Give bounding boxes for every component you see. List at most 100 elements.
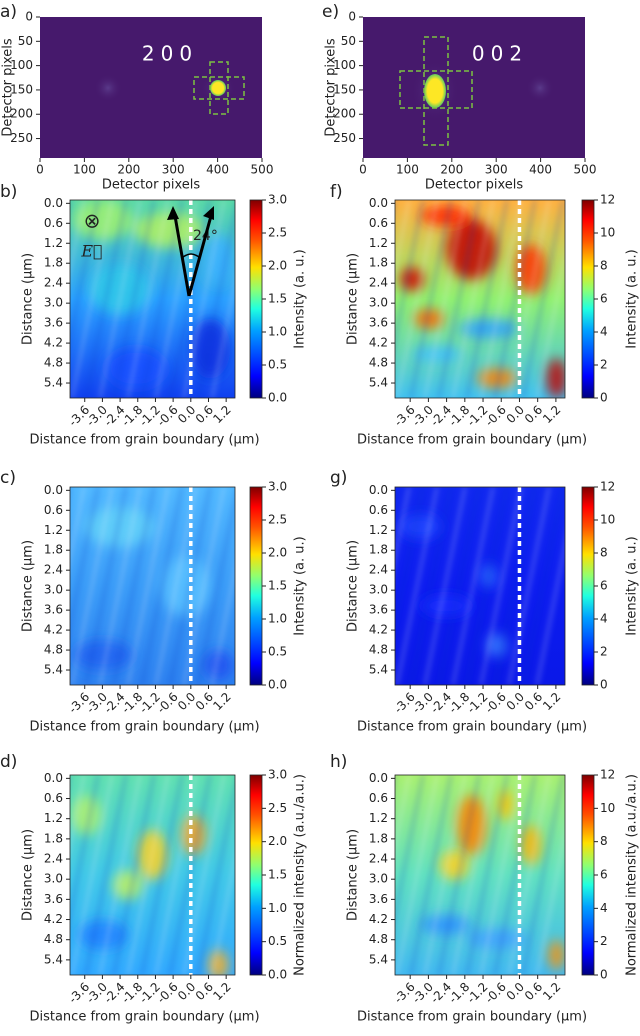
y-tick-label: 1.2 bbox=[369, 523, 388, 537]
heatmap-feature bbox=[208, 950, 229, 975]
x-axis-label: Distance from grain boundary (µm) bbox=[357, 720, 587, 735]
y-tick-label: 4.8 bbox=[44, 356, 63, 370]
streak bbox=[451, 775, 495, 975]
y-tick-label: 0.0 bbox=[44, 771, 63, 785]
colorbar-label: Normalized intensity (a.u./a.u.) bbox=[625, 774, 640, 976]
colorbar-tick-label: 8 bbox=[600, 546, 608, 560]
image bbox=[70, 487, 235, 685]
angle-arc bbox=[181, 253, 201, 259]
colorbar-tick-label: 10 bbox=[600, 513, 615, 527]
image bbox=[395, 200, 565, 398]
arrow-head bbox=[167, 206, 214, 220]
colorbar-tick-label: 6 bbox=[600, 292, 608, 306]
x-axis-label: Detector pixels bbox=[425, 178, 524, 193]
streak bbox=[98, 775, 142, 975]
colorbar-tick-label: 10 bbox=[600, 801, 615, 815]
x-axis-label: Distance from grain boundary (µm) bbox=[29, 1010, 259, 1025]
streak bbox=[154, 775, 198, 975]
streak bbox=[437, 775, 481, 975]
streak bbox=[395, 487, 411, 564]
x-tick-label: 1.2 bbox=[540, 980, 563, 1003]
y-axis-label: Distance (µm) bbox=[21, 253, 36, 345]
y-tick-label: 0.6 bbox=[44, 503, 63, 517]
colorbar-tick-label: 2 bbox=[600, 645, 608, 659]
y-tick-label: 2.4 bbox=[44, 563, 63, 577]
image bbox=[40, 17, 262, 158]
x-axis-label: Distance from grain boundary (µm) bbox=[357, 1010, 587, 1025]
y-axis-label: Detector pixels bbox=[1, 38, 16, 137]
streaks bbox=[395, 487, 565, 685]
streaks bbox=[395, 775, 565, 975]
y-tick-label: 0 bbox=[348, 10, 356, 24]
y-tick-label: 2.4 bbox=[369, 852, 388, 866]
y-tick-label: 4.8 bbox=[44, 643, 63, 657]
colorbar-tick-label: 4 bbox=[600, 325, 608, 339]
x-tick-label: 1.2 bbox=[210, 403, 233, 426]
streak bbox=[493, 200, 537, 398]
colorbar-tick-label: 0.5 bbox=[268, 358, 287, 372]
x-tick-label: 400 bbox=[529, 163, 552, 177]
y-tick-label: 4.2 bbox=[44, 912, 63, 926]
streak bbox=[507, 487, 551, 685]
colorbar-label: Normalized intensity (a.u./a.u.) bbox=[293, 774, 308, 976]
heatmap-feature bbox=[548, 940, 565, 970]
streak bbox=[437, 487, 481, 685]
panel-label: g) bbox=[330, 468, 347, 488]
y-tick-label: 3.0 bbox=[44, 872, 63, 886]
colorbar-tick-label: 6 bbox=[600, 579, 608, 593]
streak bbox=[465, 487, 509, 685]
streak bbox=[112, 775, 156, 975]
roi-box bbox=[423, 36, 449, 146]
panel-label: d) bbox=[0, 752, 17, 772]
y-tick-label: 3.0 bbox=[44, 296, 63, 310]
y-tick-label: 2.4 bbox=[369, 276, 388, 290]
streak bbox=[70, 200, 86, 277]
y-tick-label: 0.0 bbox=[369, 196, 388, 210]
colorbar bbox=[249, 774, 263, 976]
streaks bbox=[70, 775, 235, 975]
colorbar-tick-label: 1.5 bbox=[268, 579, 287, 593]
y-tick-label: 1.8 bbox=[44, 543, 63, 557]
colorbar bbox=[249, 486, 263, 686]
image bbox=[363, 17, 585, 158]
frame bbox=[69, 774, 236, 976]
roi-box bbox=[399, 70, 473, 109]
y-tick-label: 4.8 bbox=[369, 356, 388, 370]
streak bbox=[409, 775, 453, 975]
streak bbox=[210, 276, 235, 398]
colorbar-tick-label: 1.5 bbox=[268, 292, 287, 306]
y-tick-label: 3.0 bbox=[369, 583, 388, 597]
streak bbox=[70, 775, 114, 975]
frame bbox=[394, 199, 566, 399]
streak bbox=[395, 775, 411, 853]
y-tick-label: 0.6 bbox=[44, 791, 63, 805]
heatmap-feature bbox=[421, 595, 471, 616]
streak bbox=[196, 782, 235, 975]
y-tick-label: 0.6 bbox=[369, 791, 388, 805]
colorbar-tick-label: 4 bbox=[600, 901, 608, 915]
y-tick-label: 0.6 bbox=[369, 503, 388, 517]
image bbox=[395, 775, 565, 975]
y-tick-label: 1.8 bbox=[369, 831, 388, 845]
panel-label: e) bbox=[322, 2, 339, 22]
colorbar-tick-label: 1.5 bbox=[268, 868, 287, 882]
y-tick-label: 200 bbox=[333, 107, 356, 121]
y-tick-label: 5.4 bbox=[44, 663, 63, 677]
frame bbox=[394, 486, 566, 686]
streak bbox=[210, 563, 235, 685]
streak bbox=[84, 487, 128, 685]
colorbar-tick-label: 2.5 bbox=[268, 226, 287, 240]
streak bbox=[465, 775, 509, 975]
y-tick-label: 1.8 bbox=[369, 543, 388, 557]
x-axis-label: Distance from grain boundary (µm) bbox=[357, 433, 587, 448]
y-tick-label: 0.0 bbox=[44, 483, 63, 497]
streak bbox=[140, 200, 184, 398]
streak bbox=[395, 487, 439, 685]
colorbar-tick-label: 0.5 bbox=[268, 934, 287, 948]
y-tick-label: 5.4 bbox=[369, 952, 388, 966]
streak bbox=[126, 487, 170, 685]
colorbar-tick-label: 0 bbox=[600, 678, 608, 692]
streak bbox=[395, 200, 425, 347]
image bbox=[70, 775, 235, 975]
colorbar-tick-label: 2.5 bbox=[268, 801, 287, 815]
